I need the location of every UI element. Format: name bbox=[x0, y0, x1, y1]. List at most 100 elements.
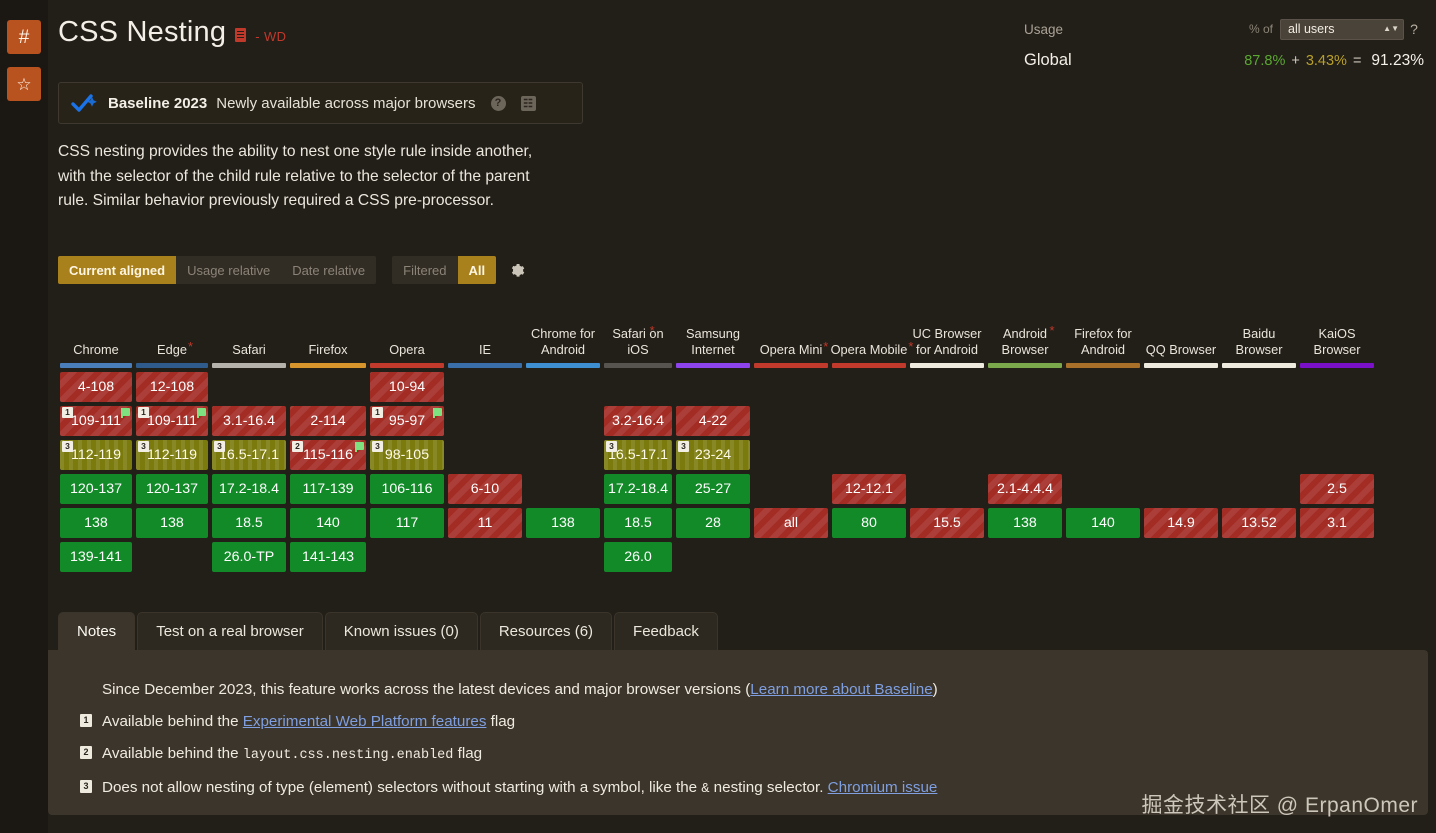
support-cell[interactable]: 17.2-18.4 bbox=[210, 474, 288, 508]
support-cell[interactable]: 2.1-4.4.4 bbox=[986, 474, 1064, 508]
support-cell[interactable]: 3 16.5-17.1 bbox=[210, 440, 288, 474]
browser-brand-bar bbox=[1222, 363, 1296, 368]
tab-test-on-a-real-browser[interactable]: Test on a real browser bbox=[137, 612, 323, 650]
hash-icon-button[interactable]: # bbox=[7, 20, 41, 54]
support-cell[interactable]: 3 16.5-17.1 bbox=[602, 440, 674, 474]
star-icon-button[interactable]: ☆ bbox=[7, 67, 41, 101]
browser-column-header[interactable]: Opera bbox=[368, 342, 446, 368]
browser-column-header[interactable]: IE bbox=[446, 341, 524, 368]
support-cell[interactable]: 2 115-116 bbox=[288, 440, 368, 474]
browser-brand-bar bbox=[832, 363, 906, 368]
book-icon[interactable]: ☷ bbox=[520, 95, 536, 111]
support-cell[interactable]: all bbox=[752, 508, 830, 542]
support-cell[interactable]: 1 109-111 bbox=[58, 406, 134, 440]
support-cell[interactable]: 26.0 bbox=[602, 542, 674, 576]
support-cell[interactable]: 12-108 bbox=[134, 372, 210, 406]
support-cell[interactable]: 25-27 bbox=[674, 474, 752, 508]
baseline-title: Baseline 2023 bbox=[108, 94, 208, 112]
support-cell[interactable]: 13.52 bbox=[1220, 508, 1298, 542]
usage-help-icon[interactable]: ? bbox=[1410, 21, 1418, 37]
browser-column-header[interactable]: Safari on iOS * bbox=[602, 323, 674, 368]
browser-column-header[interactable]: Opera Mini * bbox=[752, 339, 830, 368]
usage-audience-select[interactable]: all users ▲▼ bbox=[1280, 18, 1404, 40]
experimental-web-platform-features-link[interactable]: Experimental Web Platform features bbox=[242, 713, 487, 730]
browser-column-header[interactable]: Edge * bbox=[134, 339, 210, 368]
support-cell[interactable]: 141-143 bbox=[288, 542, 368, 576]
support-cell[interactable]: 106-116 bbox=[368, 474, 446, 508]
support-cell[interactable]: 120-137 bbox=[58, 474, 134, 508]
usage-partial-value: 3.43% bbox=[1305, 53, 1347, 69]
support-cell[interactable]: 139-141 bbox=[58, 542, 134, 576]
browser-column-header[interactable]: Chrome bbox=[58, 342, 134, 368]
support-cell[interactable]: 1 109-111 bbox=[134, 406, 210, 440]
support-cell bbox=[1298, 542, 1376, 576]
support-cell[interactable]: 3 98-105 bbox=[368, 440, 446, 474]
support-cell[interactable]: 15.5 bbox=[908, 508, 986, 542]
baseline-badge[interactable]: Baseline 2023 Newly available across maj… bbox=[58, 82, 583, 124]
browser-column-header[interactable]: Firefox bbox=[288, 342, 368, 368]
support-cell[interactable]: 120-137 bbox=[134, 474, 210, 508]
support-cell[interactable]: 138 bbox=[986, 508, 1064, 542]
support-cell[interactable]: 2-114 bbox=[288, 406, 368, 440]
support-cell[interactable]: 80 bbox=[830, 508, 908, 542]
support-cell[interactable]: 12-12.1 bbox=[830, 474, 908, 508]
support-cell[interactable]: 4-108 bbox=[58, 372, 134, 406]
support-cell[interactable]: 3 112-119 bbox=[134, 440, 210, 474]
support-cell[interactable]: 140 bbox=[288, 508, 368, 542]
gear-icon[interactable] bbox=[502, 256, 532, 284]
browser-column-header[interactable]: KaiOS Browser bbox=[1298, 326, 1376, 368]
browser-column-header[interactable]: Firefox for Android bbox=[1064, 326, 1142, 368]
support-cell[interactable]: 18.5 bbox=[602, 508, 674, 542]
support-cell[interactable]: 117-139 bbox=[288, 474, 368, 508]
browser-column-header[interactable]: Android Browser * bbox=[986, 323, 1064, 368]
help-circle-icon[interactable]: ? bbox=[490, 95, 506, 111]
support-cell[interactable]: 138 bbox=[524, 508, 602, 542]
browser-column-header[interactable]: UC Browser for Android bbox=[908, 326, 986, 368]
view-mode-date-relative[interactable]: Date relative bbox=[281, 256, 377, 284]
tab-known-issues-0[interactable]: Known issues (0) bbox=[324, 612, 478, 650]
support-cell[interactable]: 1 95-97 bbox=[368, 406, 446, 440]
support-cell[interactable]: 3 112-119 bbox=[58, 440, 134, 474]
support-cell[interactable]: 138 bbox=[58, 508, 134, 542]
support-version-box: 13.52 bbox=[1222, 508, 1296, 538]
support-cell[interactable]: 11 bbox=[446, 508, 524, 542]
support-cell[interactable]: 3.1 bbox=[1298, 508, 1376, 542]
tab-feedback[interactable]: Feedback bbox=[614, 612, 718, 650]
support-cell[interactable]: 6-10 bbox=[446, 474, 524, 508]
support-cell[interactable]: 117 bbox=[368, 508, 446, 542]
support-cell[interactable]: 138 bbox=[134, 508, 210, 542]
support-cell[interactable]: 10-94 bbox=[368, 372, 446, 406]
tab-resources-6[interactable]: Resources (6) bbox=[479, 612, 613, 650]
browser-column-header[interactable]: Chrome for Android bbox=[524, 326, 602, 368]
support-cell bbox=[1220, 440, 1298, 474]
browser-name-label: IE bbox=[478, 341, 492, 357]
support-cell[interactable]: 3 23-24 bbox=[674, 440, 752, 474]
chromium-issue-link[interactable]: Chromium issue bbox=[827, 779, 938, 796]
support-cell[interactable]: 14.9 bbox=[1142, 508, 1220, 542]
browser-name-label: UC Browser for Android bbox=[912, 326, 982, 357]
browser-column-header[interactable]: Baidu Browser bbox=[1220, 326, 1298, 368]
support-cell[interactable]: 3.1-16.4 bbox=[210, 406, 288, 440]
support-cell[interactable]: 28 bbox=[674, 508, 752, 542]
support-cell[interactable]: 26.0-TP bbox=[210, 542, 288, 576]
scope-mode-all[interactable]: All bbox=[457, 256, 497, 284]
baseline-learn-more-link[interactable]: Learn more about Baseline bbox=[750, 681, 933, 698]
support-cell[interactable]: 2.5 bbox=[1298, 474, 1376, 508]
browser-column-header[interactable]: Opera Mobile * bbox=[830, 339, 913, 368]
view-mode-usage-relative[interactable]: Usage relative bbox=[176, 256, 282, 284]
tab-notes[interactable]: Notes bbox=[58, 612, 136, 650]
view-mode-current-aligned[interactable]: Current aligned bbox=[58, 256, 177, 284]
support-cell bbox=[1298, 440, 1376, 474]
spec-document-icon[interactable] bbox=[235, 28, 247, 42]
support-cell[interactable]: 17.2-18.4 bbox=[602, 474, 674, 508]
browser-column-header[interactable]: Safari bbox=[210, 342, 288, 368]
support-version-box bbox=[290, 372, 366, 402]
support-cell[interactable]: 3.2-16.4 bbox=[602, 406, 674, 440]
scope-mode-filtered[interactable]: Filtered bbox=[392, 256, 458, 284]
browser-column-header[interactable]: Samsung Internet bbox=[674, 326, 752, 368]
browser-column-header[interactable]: QQ Browser bbox=[1142, 342, 1220, 368]
support-cell[interactable]: 4-22 bbox=[674, 406, 752, 440]
support-version-box bbox=[1066, 474, 1140, 504]
support-cell[interactable]: 18.5 bbox=[210, 508, 288, 542]
support-cell[interactable]: 140 bbox=[1064, 508, 1142, 542]
